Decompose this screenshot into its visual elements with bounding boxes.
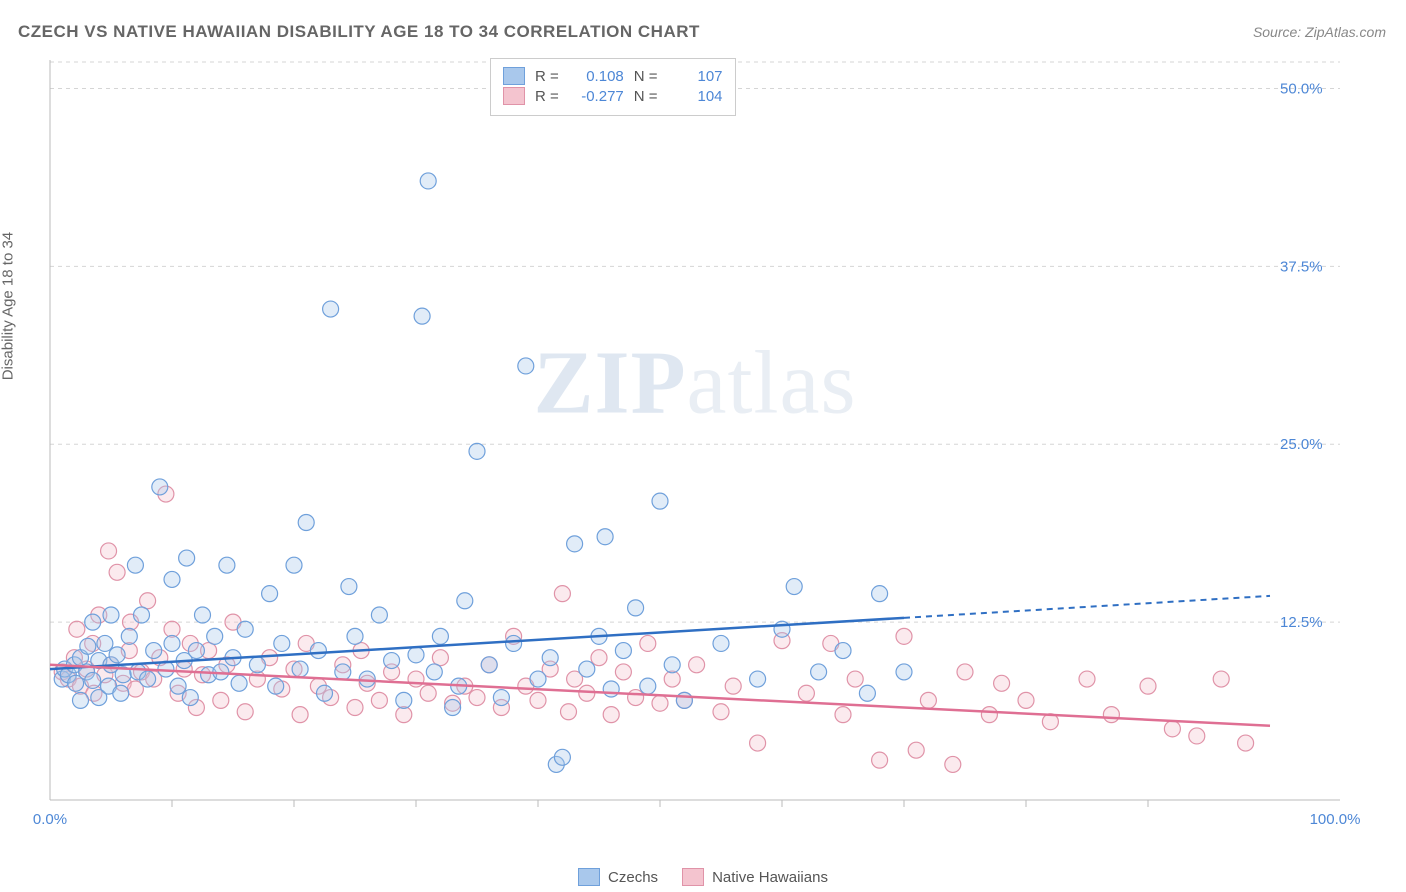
r-label: R = <box>535 68 559 85</box>
stats-row-hawaiians: R = -0.277 N = 104 <box>503 87 723 105</box>
legend-item-czechs: Czechs <box>578 868 658 886</box>
plot-area: ZIPatlas 12.5%25.0%37.5%50.0%0.0%100.0% <box>50 60 1340 830</box>
hawaiians-swatch <box>682 868 704 886</box>
legend-label-hawaiians: Native Hawaiians <box>712 869 828 886</box>
svg-text:25.0%: 25.0% <box>1280 436 1323 453</box>
n-label: N = <box>634 68 658 85</box>
source-label: Source: ZipAtlas.com <box>1253 24 1386 40</box>
legend-item-hawaiians: Native Hawaiians <box>682 868 828 886</box>
hawaiians-swatch <box>503 87 525 105</box>
svg-text:12.5%: 12.5% <box>1280 614 1323 631</box>
svg-text:37.5%: 37.5% <box>1280 258 1323 275</box>
scatter-chart: 12.5%25.0%37.5%50.0%0.0%100.0% <box>50 60 1340 830</box>
r-label: R = <box>535 88 559 105</box>
y-axis-label: Disability Age 18 to 34 <box>0 232 17 380</box>
stats-legend-box: R = 0.108 N = 107 R = -0.277 N = 104 <box>490 58 736 116</box>
svg-text:50.0%: 50.0% <box>1280 80 1323 97</box>
n-label: N = <box>634 88 658 105</box>
czechs-n-value: 107 <box>668 68 723 85</box>
legend-label-czechs: Czechs <box>608 869 658 886</box>
stats-row-czechs: R = 0.108 N = 107 <box>503 67 723 85</box>
hawaiians-r-value: -0.277 <box>569 88 624 105</box>
svg-text:100.0%: 100.0% <box>1310 811 1361 828</box>
czechs-swatch <box>578 868 600 886</box>
hawaiians-n-value: 104 <box>668 88 723 105</box>
chart-title: CZECH VS NATIVE HAWAIIAN DISABILITY AGE … <box>18 22 700 42</box>
czechs-r-value: 0.108 <box>569 68 624 85</box>
svg-text:0.0%: 0.0% <box>33 811 67 828</box>
czechs-swatch <box>503 67 525 85</box>
bottom-legend: Czechs Native Hawaiians <box>0 868 1406 886</box>
